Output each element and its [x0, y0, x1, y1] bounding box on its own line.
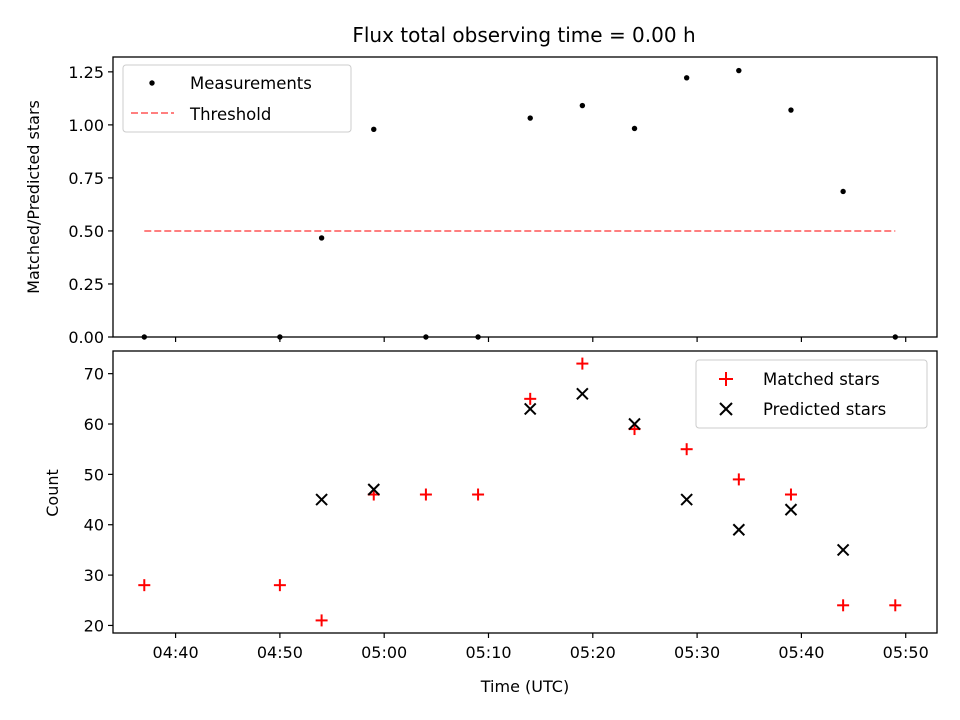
bottom-y-tick-label: 50 — [84, 465, 104, 484]
bottom-x-ticks: 04:40 04:50 05:00 05:10 05:20 05:30 05:40 05:50 — [153, 633, 929, 662]
legend-measurements-label: Measurements — [190, 74, 312, 93]
measurement-point — [277, 334, 283, 340]
bottom-legend: Matched stars Predicted stars — [695, 359, 928, 429]
legend-matched-marker — [719, 372, 733, 386]
legend-threshold-label: Threshold — [189, 105, 271, 124]
measurement-point — [631, 125, 638, 132]
top-chart-title: Flux total observing time = 0.00 h — [352, 23, 695, 47]
matched-star-point — [315, 614, 328, 627]
bottom-x-axis-label: Time (UTC) — [480, 677, 569, 696]
bottom-x-tick-label: 05:30 — [674, 643, 720, 662]
predicted-star-point — [680, 493, 693, 506]
bottom-x-tick-label: 05:00 — [361, 643, 407, 662]
bottom-y-tick-label: 60 — [84, 415, 104, 434]
legend-matched-label: Matched stars — [763, 370, 880, 389]
measurement-point — [788, 107, 794, 113]
top-marks — [141, 67, 898, 340]
bottom-y-ticks: 20 30 40 50 60 70 — [84, 365, 113, 635]
predicted-star-point — [784, 503, 798, 516]
measurement-point — [475, 334, 481, 340]
predicted-star-point — [367, 483, 380, 496]
measurement-point — [736, 67, 742, 74]
bottom-axes: 20 30 40 50 60 70 04:40 04:50 05:00 05:10 05:20 05… — [43, 350, 938, 696]
top-y-ticks: 0.00 0.25 0.50 0.75 1.00 1.25 — [68, 63, 113, 347]
predicted-star-point — [836, 543, 850, 557]
predicted-star-point — [732, 523, 746, 536]
top-legend-box — [122, 64, 352, 133]
measurement-point — [579, 102, 586, 109]
matched-star-point — [138, 579, 151, 592]
bottom-marks — [138, 357, 902, 627]
measurement-point — [683, 75, 690, 81]
top-axes: 0.00 0.25 0.50 0.75 1.00 1.25 Matched/Predict… — [24, 56, 938, 347]
predicted-star-point — [628, 417, 641, 431]
bottom-x-tick-label: 05:40 — [778, 643, 824, 662]
predicted-star-point — [524, 402, 537, 416]
top-y-tick-label: 0.75 — [68, 169, 104, 188]
bottom-x-tick-label: 05:20 — [570, 643, 616, 662]
bottom-x-tick-label: 05:10 — [465, 643, 511, 662]
bottom-x-tick-label: 04:50 — [257, 643, 303, 662]
top-y-tick-label: 1.00 — [68, 116, 104, 135]
measurement-point — [423, 334, 429, 340]
bottom-x-tick-label: 04:40 — [153, 643, 199, 662]
matched-star-point — [576, 357, 589, 370]
top-y-tick-label: 0.00 — [68, 328, 104, 347]
top-x-ticks — [174, 337, 907, 342]
measurement-point — [318, 235, 325, 241]
bottom-y-tick-label: 40 — [84, 516, 104, 535]
measurement-point — [527, 115, 533, 121]
top-legend: Measurements Threshold — [122, 64, 352, 133]
bottom-x-tick-label: 05:50 — [883, 643, 929, 662]
legend-measurements-marker — [149, 80, 155, 86]
measurement-point — [141, 334, 147, 340]
bottom-y-axis-label: Count — [43, 469, 62, 517]
measurement-point — [840, 188, 846, 195]
bottom-y-tick-label: 30 — [84, 566, 104, 585]
predicted-star-point — [576, 387, 589, 401]
matched-star-point — [419, 488, 432, 501]
matched-star-point — [837, 599, 850, 612]
top-plot-frame — [112, 56, 938, 338]
bottom-legend-box — [695, 359, 928, 429]
bottom-plot-frame — [112, 350, 938, 634]
predicted-star-point — [315, 493, 328, 506]
matched-star-point — [732, 473, 745, 486]
bottom-y-tick-label: 20 — [84, 616, 104, 635]
matched-star-point — [472, 488, 485, 501]
top-y-tick-label: 0.50 — [68, 222, 104, 241]
legend-predicted-label: Predicted stars — [763, 400, 886, 419]
bottom-y-tick-label: 70 — [84, 365, 104, 384]
top-y-tick-label: 0.25 — [68, 275, 104, 294]
measurement-point — [892, 334, 898, 340]
matched-star-point — [273, 579, 286, 592]
matched-star-point — [524, 392, 537, 405]
matched-star-point — [889, 599, 902, 612]
top-y-axis-label: Matched/Predicted stars — [24, 100, 43, 294]
matched-star-point — [784, 488, 797, 501]
legend-predicted-marker — [719, 402, 733, 416]
top-y-tick-label: 1.25 — [68, 63, 104, 82]
measurement-point — [371, 126, 377, 133]
matched-star-point — [680, 443, 693, 456]
